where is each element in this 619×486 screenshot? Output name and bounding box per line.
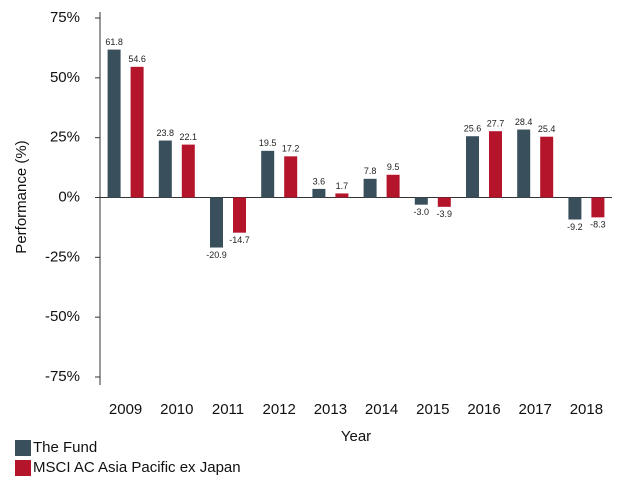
bar [489,131,502,198]
value-label: -9.2 [567,222,583,232]
x-tick-label: 2015 [416,401,449,418]
legend-swatch [15,460,31,476]
y-axis-title: Performance (%) [13,140,30,253]
y-tick-label: 50% [50,69,80,86]
bar [107,49,121,198]
value-label: 23.8 [157,128,175,138]
value-label: 9.5 [387,162,400,172]
bar [568,197,582,220]
y-tick-label: -50% [45,308,80,325]
bar [591,197,605,218]
bar [312,188,326,198]
x-tick-label: 2017 [519,401,552,418]
value-label: 25.4 [538,124,556,134]
x-tick-label: 2018 [570,401,603,418]
value-label: -3.0 [414,207,430,217]
value-label: 7.8 [364,166,377,176]
bar [181,144,195,198]
value-label: 25.6 [464,124,482,134]
bar [261,150,275,198]
value-label: 22.1 [180,132,198,142]
bar [386,174,400,198]
bar [414,197,428,205]
bar [335,193,349,198]
bar [158,140,172,198]
bar [517,129,531,198]
value-label: -20.9 [206,250,227,260]
value-label: 17.2 [282,144,300,154]
x-tick-label: 2011 [212,401,244,418]
bar [437,197,451,207]
x-tick-label: 2013 [314,401,347,418]
value-label: -8.3 [590,220,606,230]
value-label: 3.6 [313,176,326,186]
value-label: -3.9 [437,209,453,219]
x-tick-label: 2009 [109,401,142,418]
bar [210,197,223,248]
value-label: 19.5 [259,138,277,148]
bar [130,66,144,198]
y-tick-label: 0% [58,188,80,205]
y-tick-label: 25% [50,129,80,146]
value-label: 28.4 [515,117,533,127]
x-tick-label: 2016 [467,401,500,418]
x-tick-label: 2010 [160,401,193,418]
y-tick-label: -75% [45,368,80,385]
legend-label: The Fund [33,439,97,456]
bar [284,156,298,198]
value-label: 27.7 [487,119,505,129]
y-tick-label: 75% [50,9,80,26]
bar [363,178,377,198]
legend-label: MSCI AC Asia Pacific ex Japan [33,459,241,476]
value-label: 54.6 [128,54,146,64]
bar [233,197,246,233]
y-tick-label: -25% [45,248,80,265]
value-label: -14.7 [229,235,250,245]
bar [466,136,479,198]
x-tick-label: 2014 [365,401,398,418]
value-label: 61.8 [105,37,123,47]
legend-swatch [15,440,31,456]
bar [540,136,554,198]
value-label: 1.7 [336,181,349,191]
x-axis-title: Year [341,428,371,445]
x-tick-label: 2012 [263,401,296,418]
